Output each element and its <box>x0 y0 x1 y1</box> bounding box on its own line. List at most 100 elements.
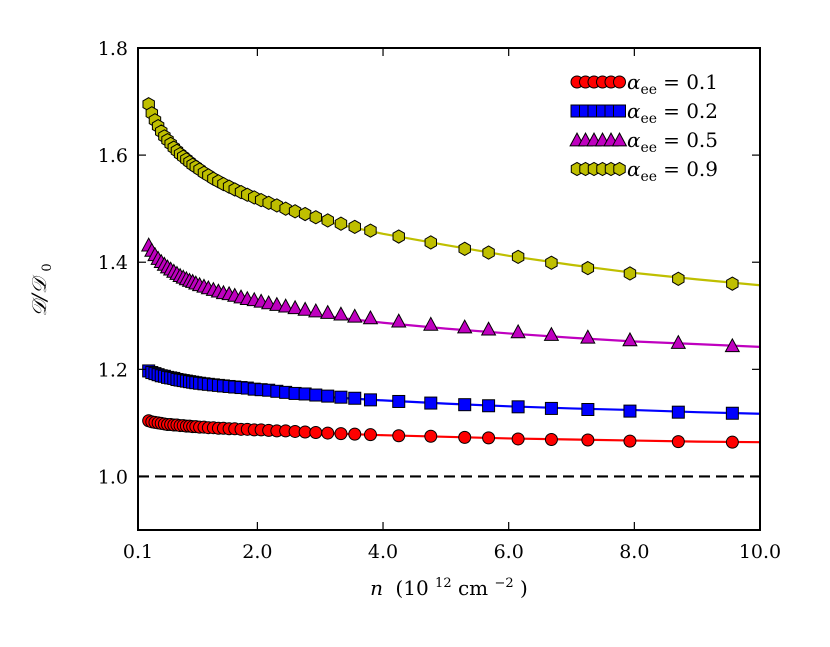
legend-marker <box>611 132 628 147</box>
x-tick-label: 10.0 <box>739 541 781 563</box>
legend-label: αee = 0.9 <box>627 157 718 185</box>
data-point <box>390 313 407 328</box>
data-point <box>580 329 596 344</box>
data-point <box>321 213 334 228</box>
data-point <box>725 406 739 420</box>
data-point <box>321 426 335 440</box>
series-4 <box>142 97 761 291</box>
legend-subscript: ee <box>641 169 658 185</box>
data-point <box>334 216 348 231</box>
data-point <box>309 388 323 402</box>
x-tick-label: 4.0 <box>368 541 398 563</box>
legend-subscript: ee <box>641 140 658 156</box>
data-point <box>482 431 496 445</box>
data-point <box>279 201 292 216</box>
data-point <box>320 304 336 319</box>
x-tick-label: 2.0 <box>242 541 272 563</box>
x-tick-label: 6.0 <box>494 541 524 563</box>
y-tick-label: 1.8 <box>98 38 128 60</box>
data-point <box>288 204 302 219</box>
legend-symbol: α <box>627 157 641 181</box>
series-3 <box>140 237 761 353</box>
data-point <box>424 235 437 250</box>
data-point <box>347 308 363 323</box>
data-point <box>511 400 525 414</box>
y-tick-label: 1.4 <box>98 252 128 274</box>
legend-subscript: ee <box>641 111 658 127</box>
data-point <box>511 432 525 446</box>
data-point <box>321 389 335 403</box>
data-point <box>308 303 324 318</box>
data-point <box>298 425 312 439</box>
x-tick-label: 0.1 <box>123 541 153 563</box>
legend-symbol: α <box>627 70 641 94</box>
data-point <box>671 405 685 419</box>
legend-item-2: αee = 0.2 <box>570 99 718 127</box>
legend-subscript: ee <box>641 82 658 98</box>
data-point <box>671 435 685 449</box>
data-point <box>269 296 285 311</box>
data-point <box>456 319 473 334</box>
data-point <box>726 276 739 291</box>
legend-marker <box>613 161 626 177</box>
data-point <box>334 390 348 404</box>
data-point <box>510 323 526 339</box>
legend-value: = 0.9 <box>663 157 718 181</box>
data-point <box>298 206 312 222</box>
data-point <box>287 299 303 315</box>
y-tick-label: 1.2 <box>98 359 128 381</box>
y-axis-label: 𝒟/𝒟 0 <box>27 263 55 316</box>
data-point <box>672 271 685 286</box>
y-tick-label: 1.6 <box>98 145 128 167</box>
data-point <box>458 241 471 257</box>
data-point <box>423 316 439 331</box>
data-point <box>309 426 323 440</box>
legend-marker <box>613 75 626 89</box>
data-point <box>544 432 558 446</box>
axis-ticks: 0.1 2.0 4.0 6.0 8.0 10.0 1.0 1.2 1.4 1.6 1.8 <box>98 38 781 563</box>
y-tick-label: 1.0 <box>98 466 128 488</box>
data-point <box>364 223 377 238</box>
legend-symbol: α <box>627 128 641 152</box>
data-point <box>545 255 558 270</box>
series-2 <box>142 364 761 420</box>
data-point <box>482 399 496 413</box>
x-tick-label: 8.0 <box>619 541 649 563</box>
data-point <box>424 429 438 443</box>
data-point <box>363 393 377 407</box>
data-point <box>581 433 595 447</box>
series-1 <box>142 414 761 449</box>
data-point <box>480 321 497 336</box>
data-point <box>581 403 595 416</box>
data-point <box>424 396 438 410</box>
data-point <box>348 427 362 441</box>
data-point <box>511 249 525 265</box>
data-point <box>392 429 406 443</box>
data-point <box>623 266 637 281</box>
legend-value: = 0.1 <box>663 70 718 94</box>
data-point <box>458 398 472 412</box>
data-point <box>348 219 361 235</box>
data-point <box>544 401 558 415</box>
legend-item-3: αee = 0.5 <box>569 128 718 156</box>
data-point <box>334 427 348 441</box>
data-point <box>362 309 379 325</box>
data-point <box>623 434 637 448</box>
data-point <box>581 260 595 276</box>
data-point <box>724 337 741 353</box>
data-point <box>363 428 377 442</box>
legend-item-4: αee = 0.9 <box>570 157 718 185</box>
legend-marker <box>613 104 626 118</box>
legend-label: αee = 0.1 <box>627 70 718 98</box>
data-point <box>622 331 638 347</box>
plot-frame <box>137 47 761 531</box>
data-point <box>309 210 323 225</box>
data-point <box>725 435 739 449</box>
data-point <box>392 394 406 408</box>
data-point <box>623 404 637 418</box>
legend-symbol: α <box>627 99 641 123</box>
data-point <box>458 430 472 444</box>
data-point <box>333 306 349 321</box>
plot-area <box>138 97 761 478</box>
